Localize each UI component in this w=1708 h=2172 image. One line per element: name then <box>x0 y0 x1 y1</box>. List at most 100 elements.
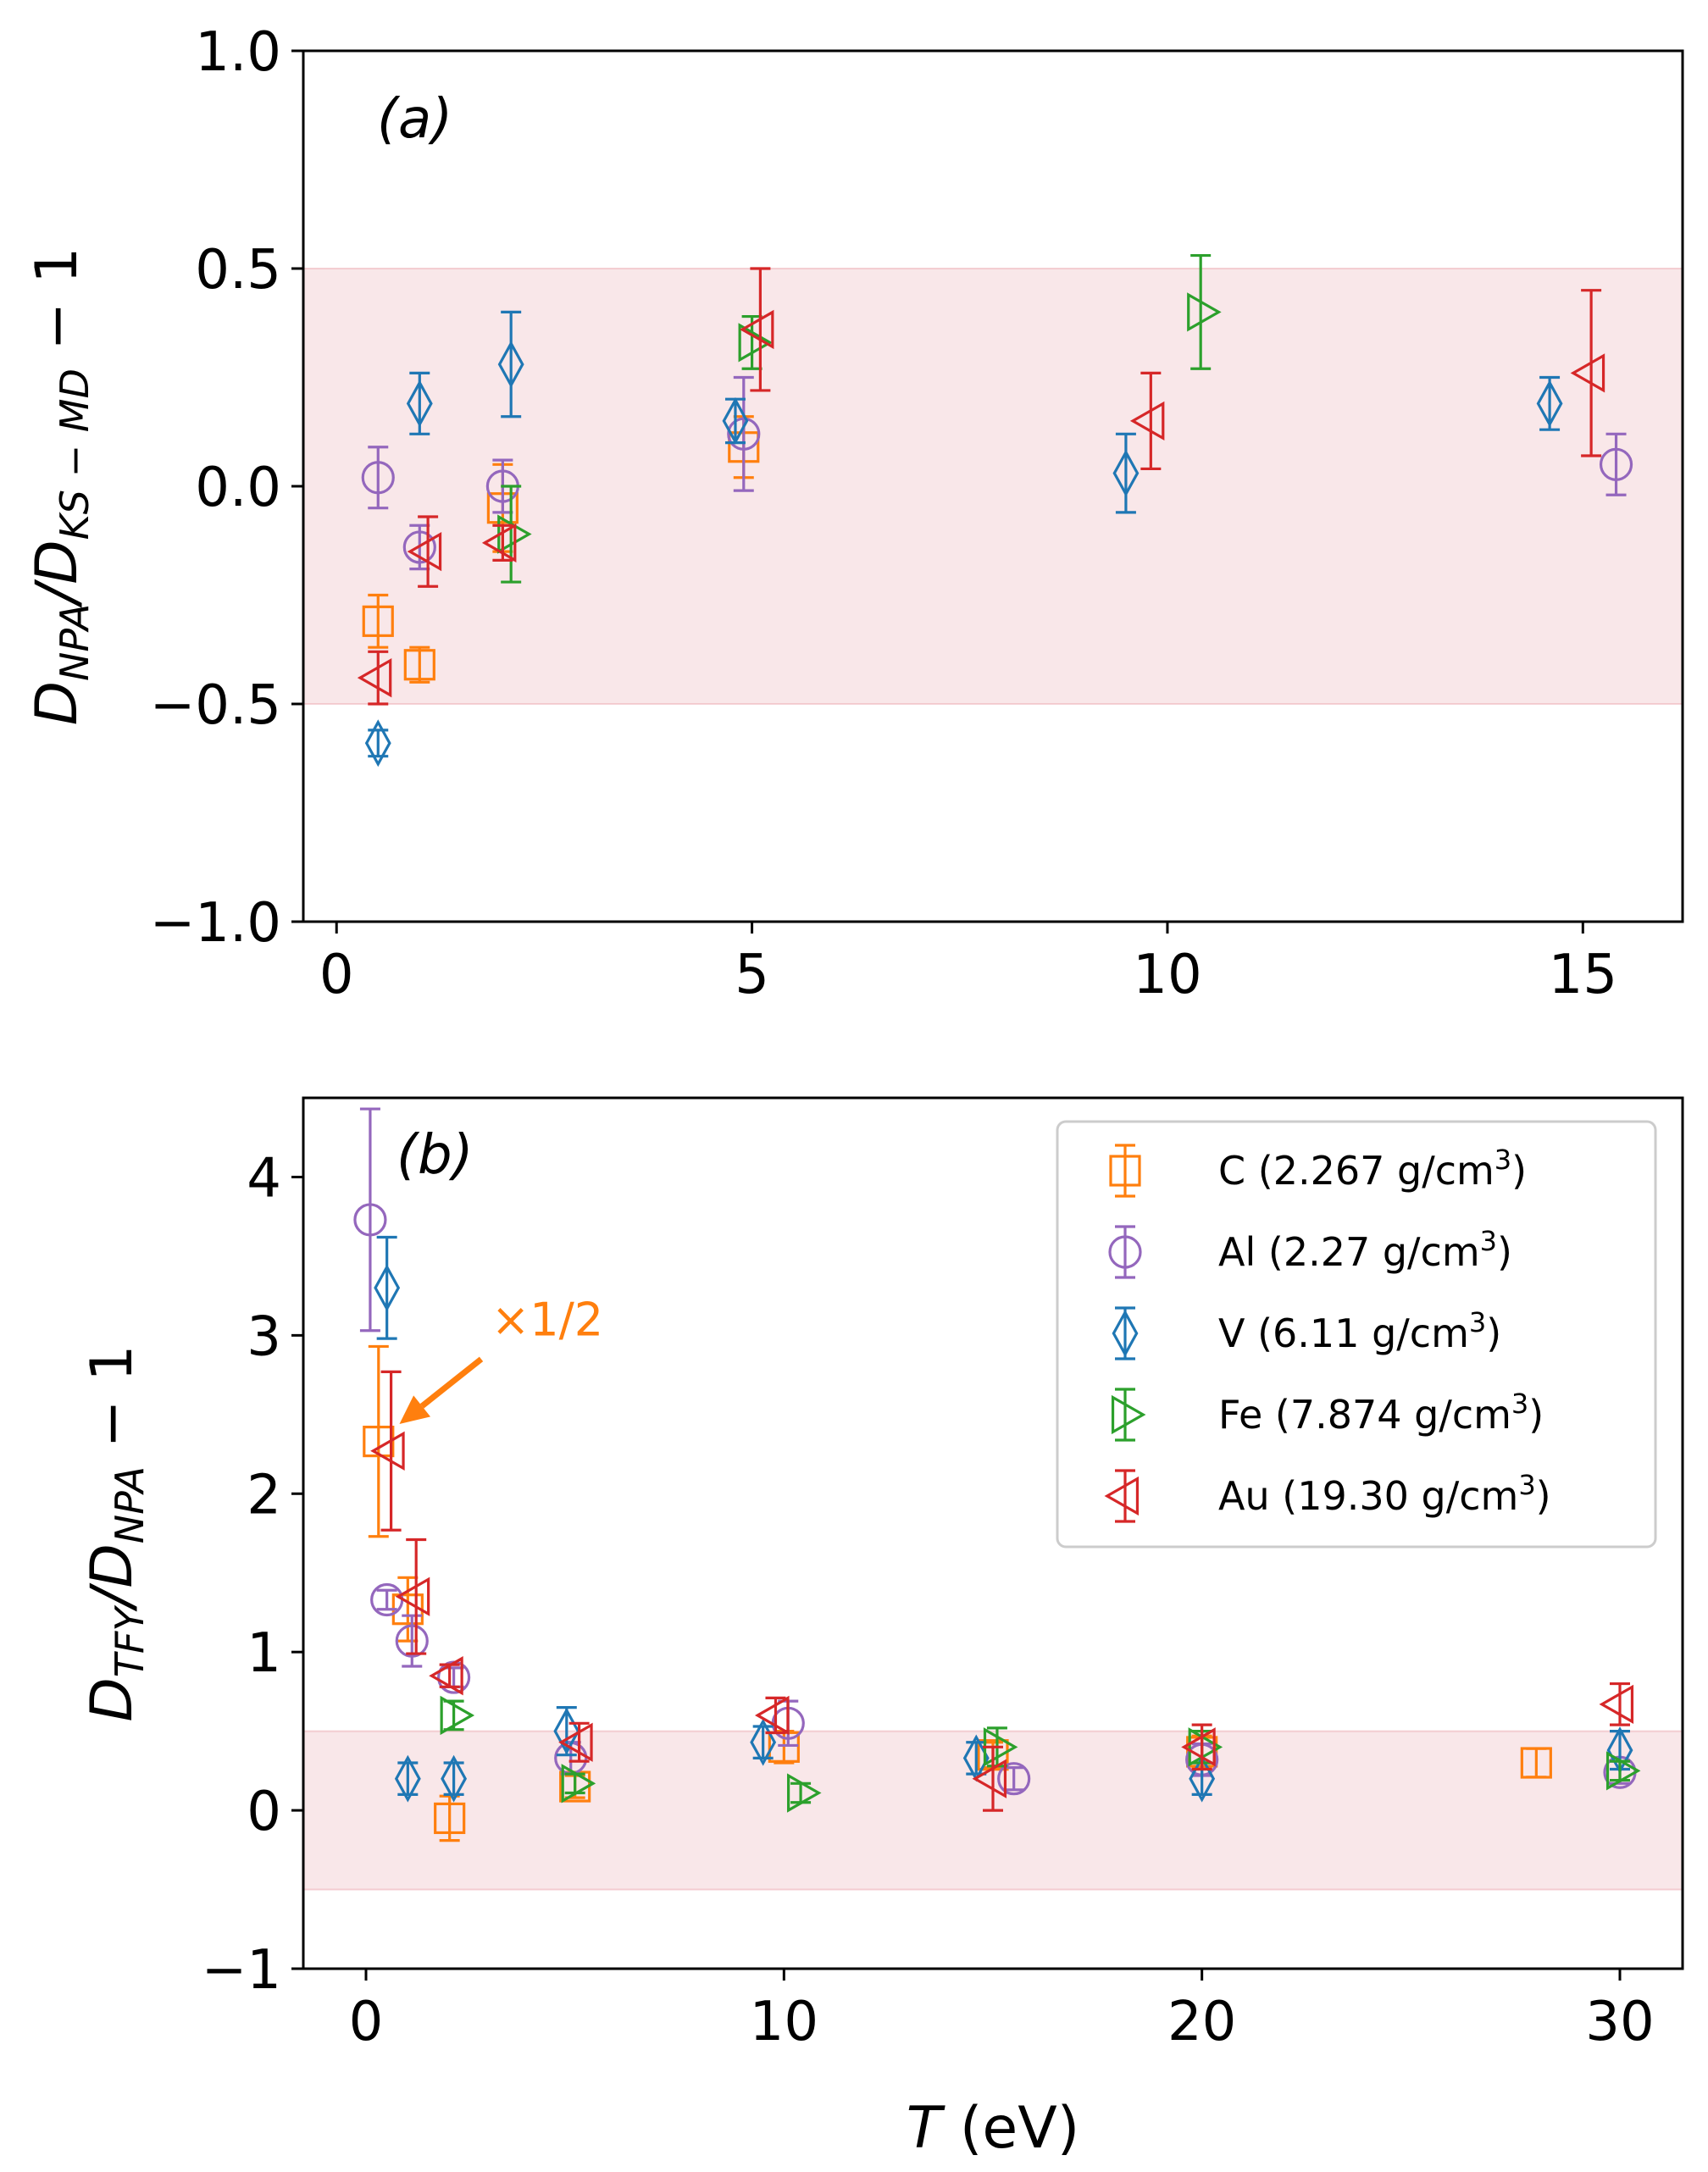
point-v <box>374 1264 401 1312</box>
panel-label-a: (a) <box>377 88 452 151</box>
point-al <box>727 417 761 451</box>
point-v <box>364 719 391 767</box>
axes-frame-a <box>302 49 1684 923</box>
annotation-text: ×1/2 <box>491 1293 603 1346</box>
errorbar-au <box>1140 371 1162 471</box>
point-v <box>722 396 749 445</box>
errorbar-au <box>1581 289 1602 457</box>
errorbar-al <box>1605 432 1627 496</box>
errorbar-c <box>368 1344 389 1538</box>
errorbar-v <box>501 310 522 418</box>
ylabel-a-slash: /D <box>24 540 91 607</box>
annotation-arrow-head <box>399 1395 431 1425</box>
x-tick-label-a: 15 <box>1549 944 1617 1006</box>
point-v <box>1536 380 1563 428</box>
legend-marker-c <box>1109 1155 1141 1187</box>
legend-label-au: Au (19.30 g/cm3) <box>1218 1469 1551 1519</box>
point-au <box>1570 353 1605 393</box>
point-fe <box>561 1764 596 1804</box>
legend: C (2.267 g/cm3) Al (2.27 g/cm3) V (6.11 g/… <box>1056 1120 1657 1549</box>
point-fe <box>1187 292 1222 332</box>
point-au <box>429 1656 463 1696</box>
point-au <box>972 1759 1007 1798</box>
legend-marker-al <box>1108 1235 1142 1269</box>
point-fe <box>440 1695 475 1736</box>
y-tick-label-b: 2 <box>247 1464 281 1526</box>
errorbar-v <box>368 729 389 758</box>
x-tick-label-b: 0 <box>349 1991 384 2053</box>
ylabel-b-slash: /D <box>79 1543 146 1611</box>
ylabel-a-tail: − 1 <box>24 247 91 368</box>
annotation-arrow-line <box>419 1356 484 1409</box>
axes-ticks-b: 0 10 20 30 −1 0 1 2 3 4 <box>202 1147 1655 2053</box>
point-au <box>754 1695 790 1736</box>
x-tick-label-b: 20 <box>1167 1991 1236 2053</box>
errorbar-au <box>568 1721 590 1763</box>
legend-entry-c: C (2.267 g/cm3) <box>1109 1144 1527 1198</box>
point-v <box>394 1754 421 1803</box>
point-v <box>1112 449 1140 497</box>
errorbar-al <box>402 1614 423 1668</box>
ylabel-a-main: D <box>24 681 91 725</box>
errorbar-au <box>406 1538 427 1655</box>
point-c <box>363 1425 395 1458</box>
legend-marker-v <box>1112 1310 1139 1357</box>
xlabel-b-var: T <box>907 2095 946 2162</box>
errorbar-v <box>397 1761 419 1796</box>
errorbar-al <box>376 1588 397 1611</box>
y-tick-label-b: 1 <box>247 1622 281 1685</box>
point-v <box>441 1754 468 1803</box>
ylabel-a-sub2: KS − MD <box>52 368 97 540</box>
x-tick-label-b: 10 <box>750 1991 818 2053</box>
annotation-half: ×1/2 <box>399 1293 603 1425</box>
y-tick-label-b: 0 <box>247 1781 281 1843</box>
point-al <box>395 1624 429 1658</box>
legend-box <box>1056 1120 1657 1549</box>
y-tick-label-b: 4 <box>247 1147 281 1210</box>
point-fe <box>738 323 774 363</box>
errorbar-v <box>1539 375 1561 431</box>
point-au <box>1181 1727 1216 1767</box>
point-au <box>481 523 517 562</box>
y-axis-label-b: DTFY/DNPA − 1 <box>79 1344 152 1721</box>
point-al <box>402 530 436 564</box>
errorbar-v <box>443 1761 464 1796</box>
legend-marker-fe <box>1111 1394 1146 1435</box>
errorbar-c <box>368 593 389 649</box>
ylabel-b-sub1: TFY <box>107 1604 152 1678</box>
point-v <box>750 1718 777 1766</box>
legend-entry-fe: Fe (7.874 g/cm3) <box>1111 1388 1544 1442</box>
point-fe <box>787 1773 822 1813</box>
point-al <box>361 461 395 495</box>
point-au <box>739 309 774 350</box>
point-fe <box>1188 1727 1223 1767</box>
point-v <box>406 380 433 428</box>
y-tick-label-a: 0.0 <box>195 457 281 519</box>
shaded-band-a <box>302 268 1683 705</box>
x-tick-label-a: 0 <box>319 944 354 1006</box>
errorbar-c <box>409 646 430 684</box>
panel-a: 0 5 10 15 −1.0 −0.5 0.0 0.5 1.0 (a) DNPA/DKS − M… <box>24 21 1684 1006</box>
legend-label-al: Al (2.27 g/cm3) <box>1218 1225 1512 1275</box>
point-al <box>1599 447 1633 481</box>
errorbar-al <box>733 375 754 492</box>
point-fe <box>1605 1751 1641 1791</box>
x-tick-label-a: 5 <box>735 944 769 1006</box>
point-au <box>407 531 442 572</box>
errorbar-au <box>380 1370 402 1532</box>
y-tick-label-a: 1.0 <box>195 21 281 84</box>
point-v <box>497 341 524 389</box>
y-tick-label-a: −0.5 <box>150 674 281 737</box>
y-tick-label-b: −1 <box>202 1939 281 2002</box>
y-tick-label-a: −1.0 <box>150 892 281 955</box>
errorbar-v <box>1115 432 1136 514</box>
legend-label-fe: Fe (7.874 g/cm3) <box>1218 1388 1544 1438</box>
point-au <box>1129 401 1165 441</box>
legend-entry-au: Au (19.30 g/cm3) <box>1104 1469 1551 1523</box>
y-tick-label-b: 3 <box>247 1305 281 1368</box>
legend-items: C (2.267 g/cm3) Al (2.27 g/cm3) V (6.11 g/… <box>1104 1144 1551 1523</box>
legend-entry-v: V (6.11 g/cm3) <box>1112 1306 1501 1360</box>
legend-marker-au <box>1104 1476 1140 1516</box>
data-marks-a <box>357 253 1633 767</box>
y-axis-label-a: DNPA/DKS − MD − 1 <box>24 247 97 726</box>
